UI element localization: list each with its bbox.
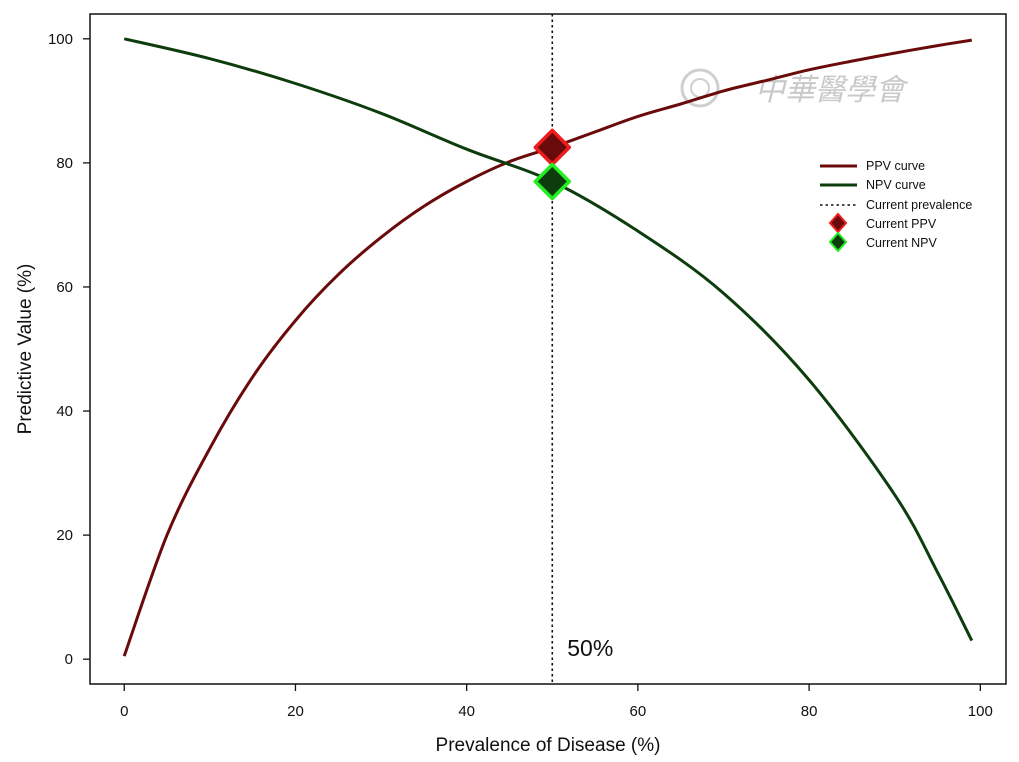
plot-frame (89, 13, 1007, 685)
x-tick-label: 0 (120, 703, 128, 720)
x-tick-label: 20 (287, 703, 304, 720)
y-axis-title: Predictive Value (%) (15, 264, 36, 435)
y-tick-label: 20 (56, 527, 73, 544)
legend-label-current-npv: Current NPV (866, 236, 938, 250)
prevalence-annotation: 50% (567, 635, 613, 661)
y-tick-label: 0 (65, 651, 73, 668)
watermark: 中華醫學會 (680, 68, 909, 108)
legend-label-current-ppv: Current PPV (866, 217, 937, 231)
watermark-seal-icon (680, 68, 720, 108)
npv-curve (123, 37, 974, 642)
markers (533, 128, 572, 201)
current-npv-marker (533, 162, 572, 201)
x-tick-label: 40 (458, 703, 475, 720)
x-tick-label: 60 (630, 703, 647, 720)
legend: PPV curve NPV curve Current prevalence C… (820, 159, 972, 253)
legend-label-npv: NPV curve (866, 178, 926, 192)
y-tick-label: 100 (48, 31, 73, 48)
y-tick-label: 60 (56, 279, 73, 296)
current-ppv-marker (533, 128, 572, 167)
legend-marker-npv (828, 231, 848, 253)
y-axis: 0 20 40 60 80 100 (48, 31, 90, 668)
x-axis: 0 20 40 60 80 100 (120, 684, 993, 720)
legend-marker-ppv (828, 212, 848, 234)
y-tick-label: 80 (56, 155, 73, 172)
x-tick-label: 80 (801, 703, 818, 720)
legend-label-ppv: PPV curve (866, 159, 925, 173)
x-axis-title: Prevalence of Disease (%) (436, 735, 661, 756)
y-tick-label: 40 (56, 403, 73, 420)
watermark-seal-inner (690, 78, 710, 98)
ppv-curve (122, 38, 973, 657)
watermark-text: 中華醫學會 (755, 73, 909, 108)
x-tick-label: 100 (968, 703, 993, 720)
legend-label-prevalence: Current prevalence (866, 198, 972, 212)
